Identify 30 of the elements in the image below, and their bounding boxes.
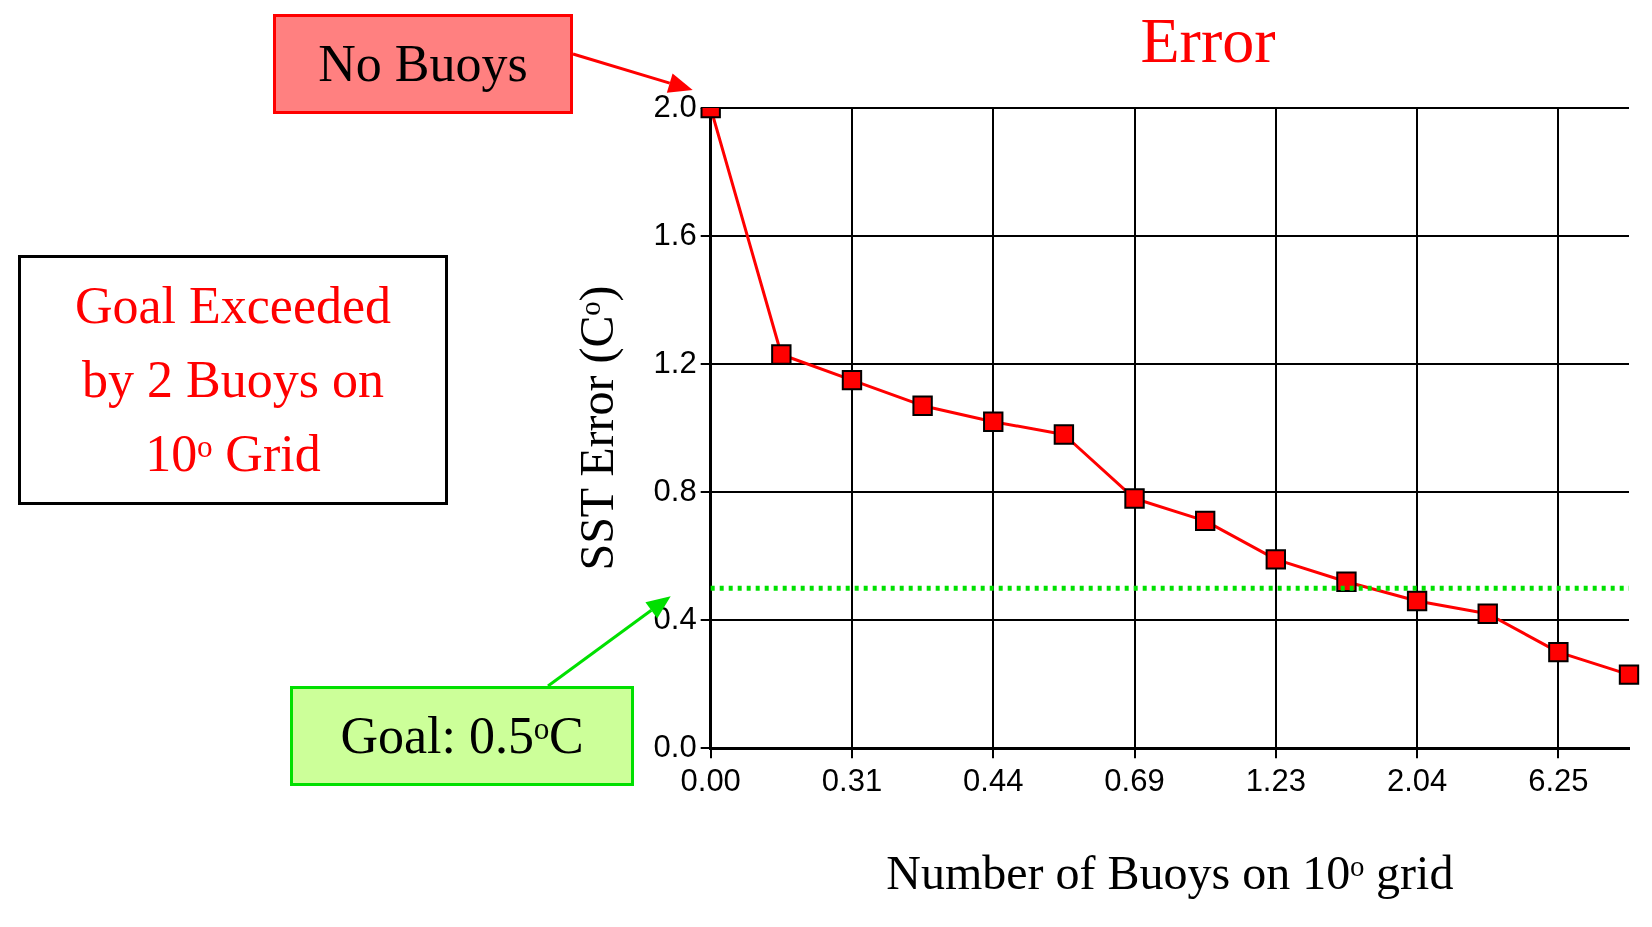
point	[1406, 590, 1428, 612]
point	[1477, 603, 1498, 624]
y-tick-label: 1.2	[653, 344, 697, 380]
x-tick-label: 2.04	[1386, 763, 1448, 799]
point	[983, 411, 1004, 432]
x-tick-label: 0.31	[821, 763, 883, 799]
y-tick-label: 0.0	[653, 728, 697, 764]
chart-title: Error	[1139, 7, 1277, 76]
x-tick-label: 0.69	[1104, 763, 1165, 799]
point	[1194, 510, 1216, 532]
y-axis-title: SST Error (Cᵒ)	[570, 285, 625, 571]
point	[1548, 641, 1569, 663]
y-tick-label: 0.8	[653, 472, 697, 508]
y-tick-label: 2.0	[653, 88, 697, 124]
point	[1124, 488, 1145, 509]
point	[841, 369, 863, 391]
x-axis-title: Number of Buoys on 10ᵒ grid	[886, 845, 1454, 899]
y-tick-label: 1.6	[653, 216, 697, 252]
point	[1053, 424, 1075, 445]
x-tick-label: 6.25	[1528, 763, 1589, 799]
x-tick-label: 0.00	[680, 763, 741, 799]
x-tick-label: 1.23	[1245, 763, 1306, 799]
text: Goal: 0.5ᵒC	[290, 686, 634, 786]
point	[912, 395, 933, 416]
point	[771, 344, 792, 365]
text: No Buoys	[273, 14, 573, 114]
text: Goal Exceeded by 2 Buoys on 10ᵒ Grid	[18, 255, 448, 505]
x-tick-label: 0.44	[963, 763, 1024, 799]
point	[1265, 549, 1286, 570]
point	[1618, 664, 1640, 685]
